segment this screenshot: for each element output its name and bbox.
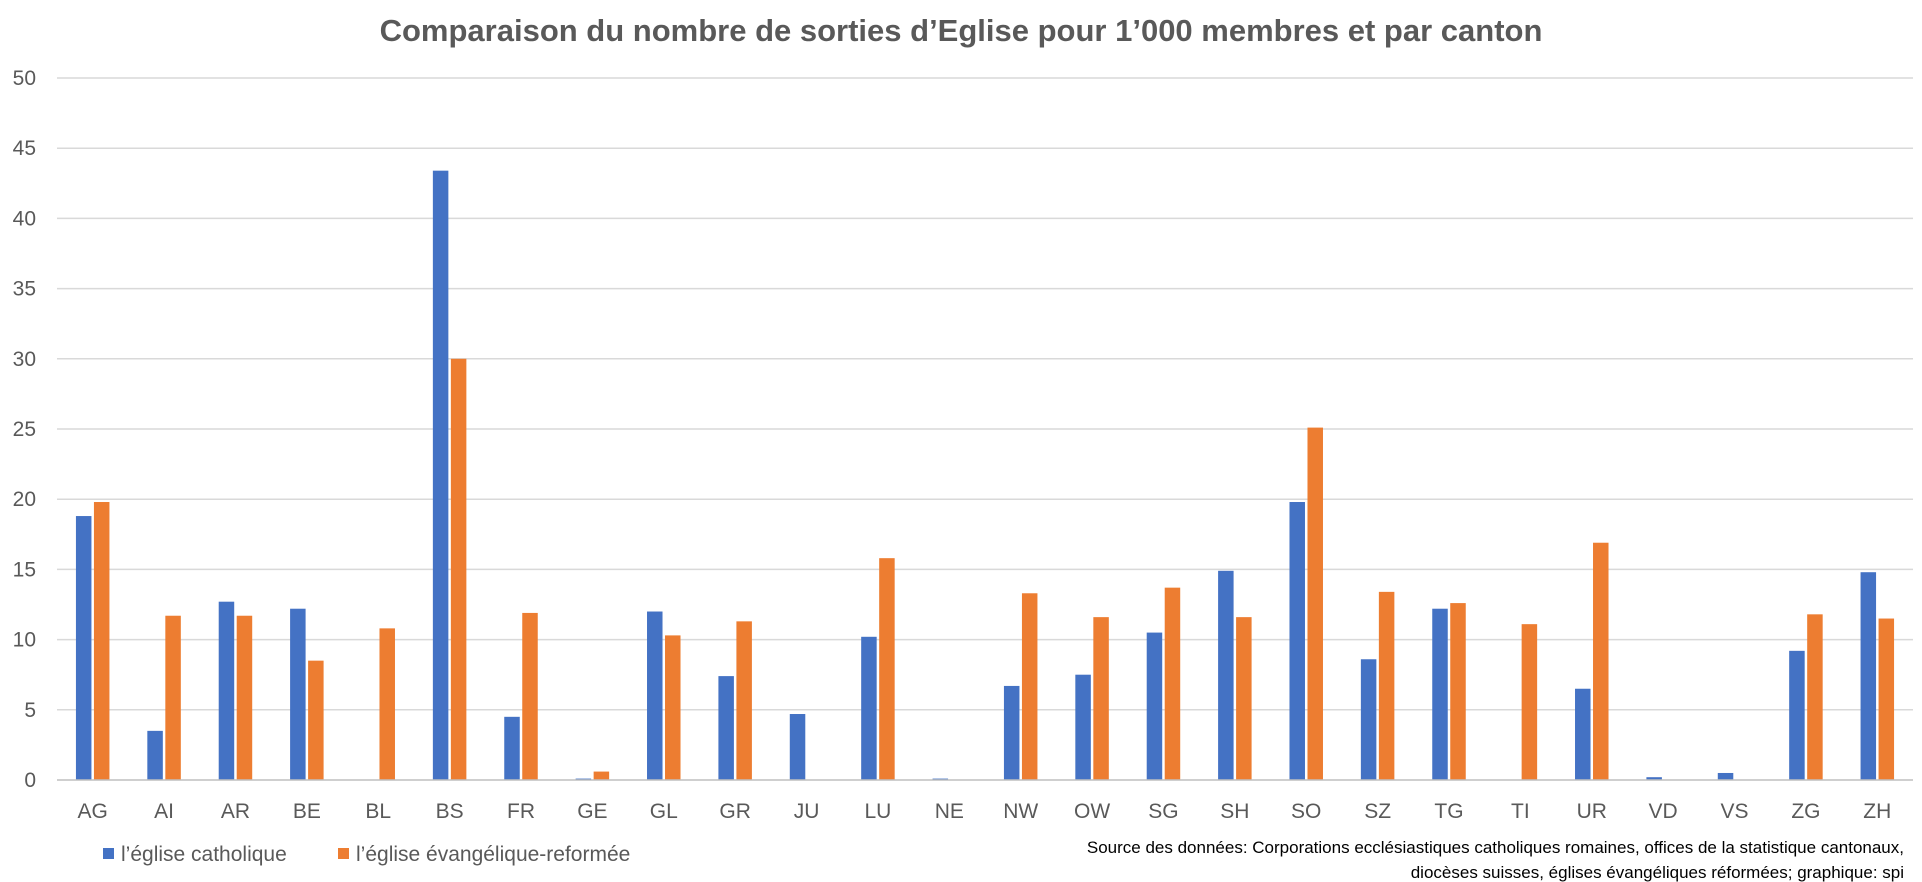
bar-SZ-series-2 (1378, 591, 1395, 780)
bar-GL-series-1 (647, 611, 663, 780)
x-tick-label: JU (794, 800, 820, 823)
bar-UR-series-2 (1593, 542, 1609, 780)
bar-AI-series-2 (165, 615, 181, 780)
bar-GR-series-1 (718, 676, 734, 780)
y-tick-label: 0 (24, 769, 36, 792)
source-line: Source des données: Corporations ecclési… (1087, 838, 1904, 857)
x-tick-label: VS (1721, 800, 1749, 823)
x-tick-label: BE (293, 800, 321, 823)
x-tick-label: BS (436, 800, 464, 823)
x-tick-label: VD (1649, 800, 1678, 823)
y-tick-label: 50 (13, 67, 36, 90)
y-tick-label: 10 (13, 629, 36, 652)
chart-title: Comparaison du nombre de sorties d’Eglis… (380, 13, 1543, 48)
bar-ZH-series-1 (1860, 572, 1877, 780)
bar-VS-series-1 (1717, 772, 1734, 780)
bar-BS-series-1 (432, 170, 449, 780)
bar-JU-series-1 (789, 714, 806, 780)
bar-SZ-series-1 (1360, 659, 1377, 780)
gridlines (57, 77, 1913, 711)
bar-SG-series-2 (1164, 587, 1181, 780)
x-tick-label: NW (1003, 800, 1038, 823)
bar-SO-series-2 (1307, 427, 1323, 780)
bar-OW-series-1 (1075, 674, 1091, 780)
bar-UR-series-1 (1575, 688, 1591, 780)
x-tick-label: AG (78, 800, 108, 823)
x-tick-label: TI (1511, 800, 1530, 823)
bar-AG-series-2 (93, 502, 110, 780)
bar-SH-series-2 (1236, 617, 1252, 780)
legend: l’église catholique l’église évangélique-… (103, 843, 630, 866)
bar-LU-series-1 (861, 636, 877, 780)
bar-GR-series-2 (736, 621, 752, 780)
x-tick-label: GR (719, 800, 751, 823)
bar-GE-series-2 (593, 771, 610, 780)
x-tick-label: SZ (1364, 800, 1391, 823)
bar-SO-series-1 (1289, 502, 1305, 780)
y-tick-label: 15 (13, 558, 36, 581)
bar-LU-series-2 (879, 558, 895, 780)
y-tick-label: 35 (13, 278, 36, 301)
bar-NW-series-1 (1003, 685, 1020, 780)
x-tick-label: SG (1148, 800, 1178, 823)
bar-ZG-series-1 (1789, 650, 1805, 780)
bar-TI-series-2 (1521, 624, 1538, 780)
y-tick-label: 45 (13, 137, 36, 160)
x-tick-label: AI (154, 800, 174, 823)
y-tick-label: 5 (24, 699, 36, 722)
bar-BS-series-2 (450, 358, 467, 780)
x-tick-label: FR (507, 800, 535, 823)
source-line: diocèses suisses, églises évangéliques r… (1411, 863, 1904, 882)
bar-ZG-series-2 (1807, 614, 1823, 780)
y-tick-label: 25 (13, 418, 36, 441)
bar-GL-series-2 (665, 635, 681, 780)
y-tick-label: 20 (13, 488, 36, 511)
bar-FR-series-2 (522, 612, 538, 780)
x-tick-label: ZH (1863, 800, 1891, 823)
bar-OW-series-2 (1093, 617, 1109, 780)
x-tick-label: SH (1220, 800, 1249, 823)
x-tick-label: UR (1577, 800, 1607, 823)
bar-SG-series-1 (1146, 632, 1163, 780)
bar-SH-series-1 (1218, 570, 1234, 780)
x-tick-label: LU (864, 800, 891, 823)
bar-BE-series-1 (290, 608, 306, 780)
bar-ZH-series-2 (1878, 618, 1895, 780)
bar-FR-series-1 (504, 716, 520, 780)
legend-label: l’église évangélique-reformée (356, 843, 630, 866)
x-tick-label: OW (1074, 800, 1110, 823)
x-axis-ticks: AG AI AR BE BL BS FR GE GL GR JU LU NE NW OW SG SH SO SZ TG… (78, 800, 1892, 823)
y-axis-ticks: 0 5 10 15 20 25 30 35 40 45 50 (13, 67, 36, 792)
bar-BL-series-2 (379, 628, 395, 780)
bar-NW-series-2 (1021, 593, 1038, 780)
source-note: Source des données: Corporations ecclési… (1087, 838, 1904, 882)
x-tick-label: GE (577, 800, 607, 823)
y-tick-label: 40 (13, 207, 36, 230)
bar-AG-series-1 (75, 516, 92, 780)
legend-label: l’église catholique (121, 843, 287, 866)
x-tick-label: BL (365, 800, 391, 823)
bar-AR-series-1 (218, 601, 235, 780)
x-tick-label: AR (221, 800, 250, 823)
bar-BE-series-2 (308, 660, 324, 780)
bar-TG-series-1 (1432, 608, 1448, 780)
bars (75, 170, 1895, 780)
x-tick-label: GL (650, 800, 678, 823)
legend-swatch (103, 848, 114, 859)
bar-AI-series-1 (147, 730, 163, 780)
x-tick-label: NE (935, 800, 964, 823)
bar-VD-series-1 (1646, 777, 1662, 780)
y-tick-label: 30 (13, 348, 36, 371)
x-tick-label: SO (1291, 800, 1321, 823)
bar-TG-series-2 (1450, 603, 1466, 780)
legend-swatch (338, 848, 349, 859)
x-tick-label: TG (1434, 800, 1463, 823)
x-tick-label: ZG (1791, 800, 1820, 823)
bar-AR-series-2 (236, 615, 253, 780)
